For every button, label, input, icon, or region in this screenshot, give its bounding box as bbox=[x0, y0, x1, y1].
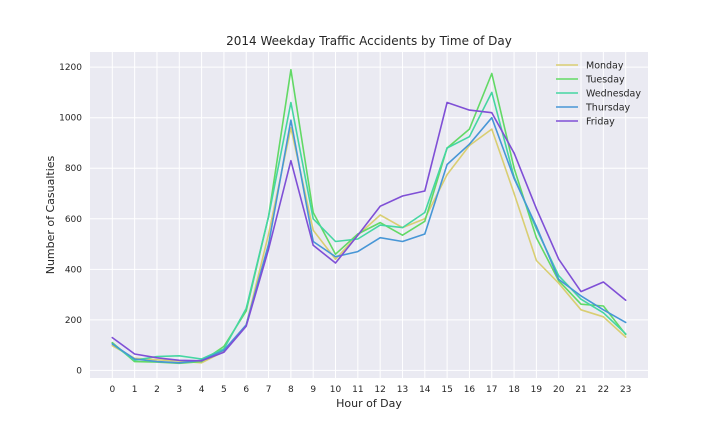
x-tick-label: 17 bbox=[486, 385, 497, 395]
legend-item-wednesday: Wednesday bbox=[556, 89, 641, 100]
series-line-tuesday bbox=[111, 68, 627, 365]
x-tick-label: 8 bbox=[288, 385, 294, 395]
legend-label: Monday bbox=[586, 61, 624, 72]
y-tick-label: 1200 bbox=[59, 63, 82, 73]
x-tick-label: 12 bbox=[374, 385, 385, 395]
x-tick-label: 23 bbox=[620, 385, 631, 395]
legend-item-friday: Friday bbox=[556, 117, 615, 128]
legend-label: Thursday bbox=[585, 103, 631, 114]
legend-label: Wednesday bbox=[586, 89, 641, 100]
x-tick-label: 5 bbox=[221, 385, 227, 395]
x-tick-label: 0 bbox=[109, 385, 115, 395]
legend: Monday Tuesday Wednesday Thursday Friday bbox=[556, 61, 641, 128]
legend-label: Tuesday bbox=[585, 75, 625, 86]
y-axis-label: Number of Casualties bbox=[44, 155, 57, 274]
legend-item-thursday: Thursday bbox=[556, 103, 631, 114]
plot-background bbox=[90, 52, 648, 378]
x-tick-label: 1 bbox=[132, 385, 138, 395]
x-tick-label: 15 bbox=[441, 385, 452, 395]
y-tick-labels: 0 200 400 600 800 1000 1200 bbox=[59, 63, 82, 376]
x-tick-label: 7 bbox=[266, 385, 272, 395]
y-tick-label: 1000 bbox=[59, 114, 82, 124]
y-tick-label: 0 bbox=[76, 366, 82, 376]
legend-item-monday: Monday bbox=[556, 61, 624, 72]
x-tick-label: 11 bbox=[352, 385, 363, 395]
x-tick-label: 3 bbox=[176, 385, 182, 395]
x-tick-label: 16 bbox=[464, 385, 476, 395]
x-tick-label: 2 bbox=[154, 385, 160, 395]
x-tick-label: 6 bbox=[243, 385, 249, 395]
x-tick-label: 21 bbox=[575, 385, 586, 395]
y-tick-label: 800 bbox=[65, 164, 82, 174]
x-tick-label: 22 bbox=[598, 385, 609, 395]
x-tick-labels: 0 1 2 3 4 5 6 7 8 9 10 11 12 13 14 15 16 17 18 19 20 21 22 23 bbox=[109, 385, 631, 395]
x-tick-label: 14 bbox=[419, 385, 431, 395]
x-tick-label: 19 bbox=[531, 385, 543, 395]
x-tick-label: 20 bbox=[553, 385, 565, 395]
x-tick-label: 10 bbox=[330, 385, 342, 395]
x-axis-label: Hour of Day bbox=[336, 397, 402, 410]
y-tick-label: 400 bbox=[65, 265, 82, 275]
legend-label: Friday bbox=[586, 117, 615, 128]
x-tick-label: 9 bbox=[310, 385, 316, 395]
legend-item-tuesday: Tuesday bbox=[556, 75, 625, 86]
x-tick-label: 4 bbox=[199, 385, 205, 395]
series-lines bbox=[111, 68, 627, 365]
series-line-friday bbox=[111, 101, 627, 362]
chart-title: 2014 Weekday Traffic Accidents by Time o… bbox=[226, 34, 512, 48]
y-tick-label: 600 bbox=[65, 215, 82, 225]
x-tick-label: 18 bbox=[508, 385, 520, 395]
x-tick-label: 13 bbox=[397, 385, 408, 395]
y-tick-label: 200 bbox=[65, 316, 82, 326]
